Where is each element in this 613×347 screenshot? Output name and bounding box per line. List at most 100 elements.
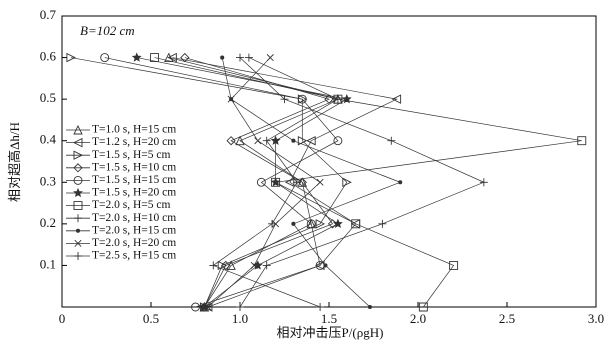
data-point bbox=[306, 219, 316, 229]
data-point bbox=[180, 52, 190, 63]
series-line bbox=[184, 57, 334, 308]
annotation: B=102 cm bbox=[80, 23, 135, 38]
legend-label: T=2.0 s, H=10 cm bbox=[92, 212, 176, 224]
data-point bbox=[418, 302, 428, 312]
data-point bbox=[449, 260, 459, 270]
series-line bbox=[168, 57, 340, 308]
data-point bbox=[226, 136, 236, 146]
data-point bbox=[297, 94, 307, 104]
data-point bbox=[262, 261, 271, 270]
data-point bbox=[235, 135, 245, 146]
legend-label: T=1.5 s, H=20 cm bbox=[92, 187, 176, 199]
data-point bbox=[221, 260, 231, 271]
x-axis-label: 相对冲击压P/(ρgH) bbox=[277, 325, 384, 340]
data-point bbox=[398, 180, 403, 185]
legend-label: T=1.5 s, H=10 cm bbox=[92, 161, 176, 173]
data-point bbox=[291, 221, 296, 226]
legend-label: T=2.0 s, H=15 cm bbox=[92, 224, 176, 236]
legend-label: T=1.5 s, H=15 cm bbox=[92, 174, 176, 186]
data-point bbox=[391, 94, 402, 104]
data-point bbox=[342, 177, 352, 188]
data-point bbox=[351, 219, 361, 229]
data-point bbox=[191, 302, 200, 312]
legend-label: T=1.2 s, H=20 cm bbox=[92, 136, 176, 148]
y-tick-label: 0.5 bbox=[40, 90, 56, 105]
data-point bbox=[332, 218, 343, 229]
legend-label: T=2.0 s, H=20 cm bbox=[92, 237, 176, 249]
x-tick-label: 2.5 bbox=[499, 311, 515, 326]
legend-marker bbox=[73, 201, 83, 211]
data-point bbox=[315, 219, 326, 229]
legend-marker bbox=[73, 175, 83, 185]
data-point bbox=[316, 303, 325, 311]
legend-marker bbox=[73, 163, 83, 173]
data-point bbox=[280, 95, 289, 104]
data-point bbox=[262, 136, 271, 145]
series-line bbox=[172, 57, 398, 308]
data-point bbox=[387, 136, 396, 145]
x-tick-label: 0.5 bbox=[143, 311, 159, 326]
data-point bbox=[236, 303, 244, 311]
legend-marker bbox=[73, 124, 83, 135]
y-tick-label: 0.4 bbox=[40, 132, 57, 147]
y-tick-label: 0.7 bbox=[40, 7, 57, 22]
y-axis-label: 相对超高Δh/H bbox=[7, 122, 22, 202]
legend-marker bbox=[74, 252, 82, 260]
data-point bbox=[164, 52, 174, 63]
data-point bbox=[167, 52, 177, 63]
y-tick-label: 0.6 bbox=[40, 49, 57, 64]
data-point bbox=[266, 54, 274, 62]
legend-marker bbox=[75, 228, 81, 233]
data-point bbox=[100, 53, 110, 63]
data-point bbox=[333, 95, 342, 104]
x-tick-label: 2.0 bbox=[410, 311, 426, 326]
legend-marker bbox=[72, 137, 83, 148]
legend-label: T=2.0 s, H=5 cm bbox=[92, 199, 171, 211]
data-point bbox=[220, 55, 225, 60]
data-point bbox=[291, 138, 296, 143]
data-point bbox=[209, 261, 218, 270]
data-point bbox=[316, 178, 324, 186]
data-point bbox=[236, 53, 244, 62]
data-point bbox=[271, 177, 281, 187]
data-point bbox=[333, 136, 343, 146]
legend-label: T=1.5 s, H=5 cm bbox=[92, 149, 171, 161]
data-point bbox=[254, 137, 262, 145]
data-point bbox=[323, 263, 328, 268]
legend-marker bbox=[73, 150, 84, 160]
data-point bbox=[227, 95, 235, 103]
series-line bbox=[104, 57, 339, 308]
x-tick-label: 0 bbox=[59, 311, 66, 326]
data-point bbox=[333, 94, 343, 104]
x-tick-label: 1.0 bbox=[232, 311, 248, 326]
data-point bbox=[226, 260, 236, 270]
data-point bbox=[297, 177, 307, 187]
data-point bbox=[292, 178, 301, 187]
data-point bbox=[66, 52, 76, 63]
data-point bbox=[217, 260, 228, 271]
data-point bbox=[270, 177, 281, 187]
data-point bbox=[268, 219, 277, 228]
data-point bbox=[244, 53, 253, 62]
y-tick-label: 0.3 bbox=[40, 173, 56, 188]
x-tick-label: 1.5 bbox=[321, 311, 337, 326]
data-point bbox=[270, 135, 281, 145]
data-point bbox=[577, 136, 587, 146]
x-tick-label: 3.0 bbox=[588, 311, 604, 326]
data-point bbox=[479, 178, 488, 187]
legend-label: T=1.0 s, H=15 cm bbox=[92, 124, 176, 136]
y-tick-label: 0.2 bbox=[40, 215, 56, 230]
data-point bbox=[306, 135, 316, 146]
data-point bbox=[204, 303, 212, 311]
y-tick-label: 0.1 bbox=[40, 256, 56, 271]
legend-marker bbox=[74, 214, 82, 223]
data-point bbox=[150, 53, 160, 63]
data-point bbox=[297, 135, 308, 146]
data-point bbox=[378, 219, 387, 228]
data-point bbox=[202, 302, 213, 312]
data-point bbox=[131, 52, 142, 62]
data-point bbox=[256, 177, 266, 187]
legend-marker bbox=[74, 239, 82, 247]
data-point bbox=[367, 304, 372, 310]
